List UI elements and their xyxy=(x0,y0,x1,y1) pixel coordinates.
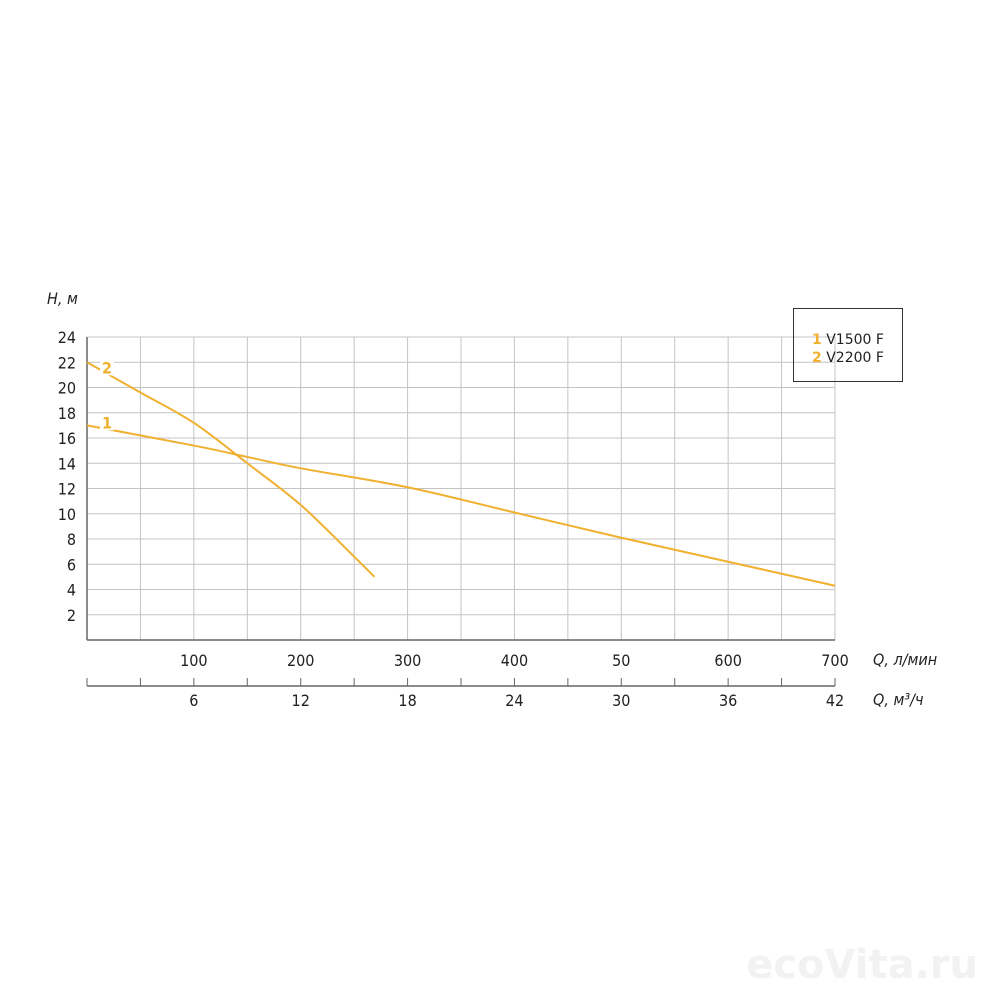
x-tick-label: 50 xyxy=(612,651,630,670)
x2-tick-label: 18 xyxy=(398,691,416,710)
series-label-2: 2 xyxy=(102,358,112,377)
series-lines: 12 xyxy=(86,358,836,587)
legend-label: V2200 F xyxy=(826,350,884,366)
x-axis-label-lpm: Q, л/мин xyxy=(873,650,937,669)
series-label-1: 1 xyxy=(102,413,112,432)
x-tick-label: 600 xyxy=(714,651,741,670)
series-label-bg xyxy=(100,414,114,431)
series-line-2 xyxy=(86,361,376,578)
x-tick-label: 400 xyxy=(501,651,528,670)
x-tick-label: 700 xyxy=(821,651,848,670)
legend: 1 V1500 F 2 V2200 F xyxy=(793,308,903,382)
x2-tick-label: 12 xyxy=(292,691,310,710)
y-tick-label: 24 xyxy=(58,328,76,347)
y-tick-label: 6 xyxy=(67,555,76,574)
y-tick-label: 14 xyxy=(58,454,76,473)
x-tick-label: 100 xyxy=(180,651,207,670)
y-tick-label: 8 xyxy=(67,530,76,549)
grid xyxy=(87,336,836,640)
y-tick-label: 22 xyxy=(58,353,76,372)
y-tick-label: 10 xyxy=(58,505,76,524)
legend-label: V1500 F xyxy=(826,332,884,348)
y-axis-label: H, м xyxy=(47,289,78,308)
y-tick-label: 16 xyxy=(58,429,76,448)
x2-tick-label: 36 xyxy=(719,691,737,710)
series-label-bg xyxy=(100,359,114,376)
series-line-1 xyxy=(86,424,836,587)
legend-item: 1 V1500 F xyxy=(812,331,902,349)
x2-tick-label: 30 xyxy=(612,691,630,710)
legend-number: 1 xyxy=(812,332,822,348)
x-tick-label: 200 xyxy=(287,651,314,670)
axes xyxy=(86,337,836,687)
x2-tick-label: 42 xyxy=(826,691,844,710)
x-tick-label: 300 xyxy=(394,651,421,670)
watermark: ecoVita.ru xyxy=(746,942,978,988)
x2-tick-label: 24 xyxy=(505,691,523,710)
x-axis-label-m3h: Q, м³/ч xyxy=(873,690,923,709)
legend-item: 2 V2200 F xyxy=(812,349,902,367)
x2-tick-label: 6 xyxy=(189,691,198,710)
y-tick-label: 12 xyxy=(58,480,76,499)
y-tick-label: 2 xyxy=(67,606,76,625)
legend-number: 2 xyxy=(812,350,822,366)
y-tick-label: 18 xyxy=(58,404,76,423)
y-tick-label: 4 xyxy=(67,581,76,600)
y-tick-label: 20 xyxy=(58,379,76,398)
